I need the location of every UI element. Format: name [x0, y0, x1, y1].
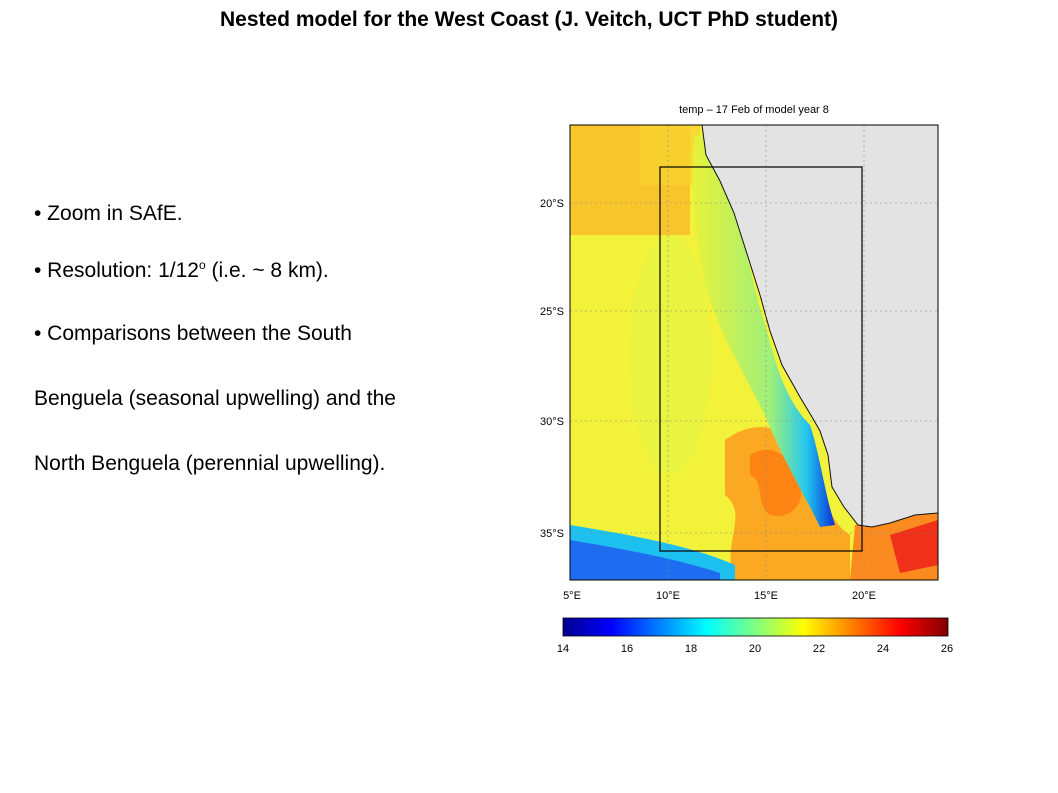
bullet-zoom: • Zoom in SAfE. — [34, 202, 183, 225]
slide-title: Nested model for the West Coast (J. Veit… — [219, 8, 839, 31]
temperature-colorbar — [562, 617, 949, 637]
colorbar-tick-16: 16 — [621, 643, 633, 655]
lon-tick-15e: 15°E — [754, 590, 778, 602]
resolution-detail: (i.e. ~ 8 km). — [205, 259, 329, 282]
colorbar-tick-26: 26 — [941, 643, 953, 655]
colorbar-tick-22: 22 — [813, 643, 825, 655]
colorbar-tick-14: 14 — [557, 643, 569, 655]
lon-tick-5e: 5°E — [563, 590, 581, 602]
lon-tick-20e: 20°E — [852, 590, 876, 602]
land-mass — [701, 125, 938, 528]
bullet-comparisons: • Comparisons between the South — [34, 322, 352, 345]
colorbar-tick-24: 24 — [877, 643, 889, 655]
resolution-text: • Resolution: 1/12 — [34, 259, 199, 282]
sst-map-figure: temp – 17 Feb of model year 8 — [520, 95, 960, 660]
lon-tick-10e: 10°E — [656, 590, 680, 602]
colorbar-tick-18: 18 — [685, 643, 697, 655]
lat-tick-25s: 25°S — [540, 306, 564, 318]
degree-superscript: o — [198, 258, 206, 272]
bullet-comparisons-line2: Benguela (seasonal upwelling) and the — [34, 387, 396, 410]
map-title: temp – 17 Feb of model year 8 — [679, 104, 829, 116]
sst-field — [570, 125, 938, 580]
colorbar-tick-20: 20 — [749, 643, 761, 655]
lat-tick-30s: 30°S — [540, 416, 564, 428]
bullet-resolution: • Resolution: 1/12o (i.e. ~ 8 km). — [34, 258, 329, 283]
bullet-comparisons-line3: North Benguela (perennial upwelling). — [34, 452, 386, 475]
nested-domain-box — [659, 166, 863, 552]
lat-tick-20s: 20°S — [540, 198, 564, 210]
lat-tick-35s: 35°S — [540, 528, 564, 540]
map-frame — [569, 124, 939, 581]
